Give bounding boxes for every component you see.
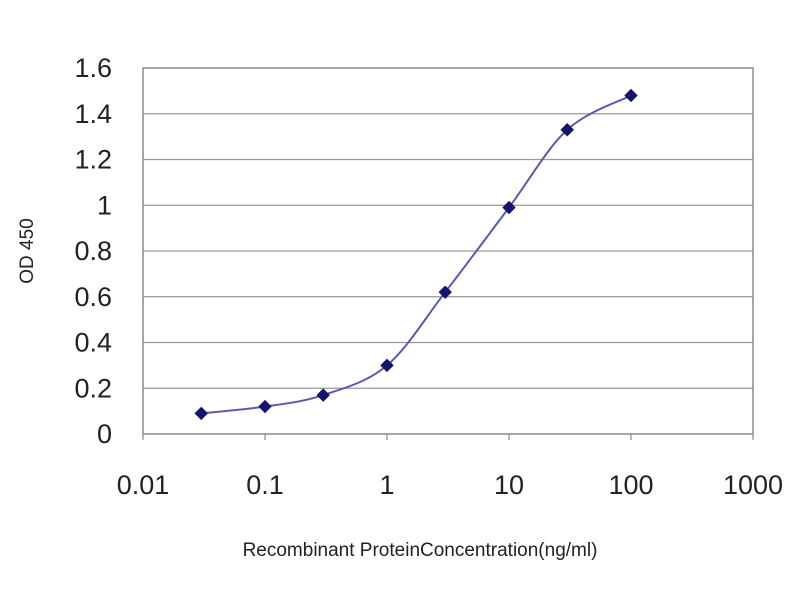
data-point	[624, 88, 638, 103]
y-tick-label: 0.2	[74, 373, 112, 403]
x-tick-label: 1000	[723, 470, 783, 500]
series	[194, 88, 638, 421]
y-tick-label: 0.4	[74, 328, 112, 358]
x-tick-label: 10	[494, 470, 524, 500]
y-tick-label: 0.8	[74, 236, 112, 266]
plot-area	[142, 67, 754, 435]
y-axis-title: OD 450	[17, 218, 38, 283]
data-point	[438, 285, 452, 299]
y-tick-label: 1.2	[74, 145, 112, 175]
y-axis: 0 0.2 0.4 0.6 0.8 1 1.2 1.4 1.6	[74, 53, 112, 449]
data-point	[316, 388, 330, 402]
y-tick-label: 0.6	[74, 282, 112, 312]
x-tick-label: 100	[608, 470, 653, 500]
data-point	[502, 200, 516, 215]
x-axis-title: Recombinant ProteinConcentration(ng/ml)	[243, 540, 598, 561]
x-axis: 0.01 0.1 1 10 100 1000	[117, 434, 783, 500]
data-point	[194, 406, 208, 421]
series-line	[201, 94, 632, 415]
x-tick-label: 1	[379, 470, 394, 500]
x-tick-label: 0.1	[246, 470, 284, 500]
y-tick-label: 0	[97, 419, 112, 449]
data-point	[258, 399, 272, 414]
y-tick-label: 1.4	[74, 99, 112, 129]
y-tick-label: 1	[97, 190, 112, 220]
data-point	[380, 358, 394, 373]
y-tick-label: 1.6	[74, 53, 112, 83]
grid	[143, 113, 753, 389]
data-point	[560, 123, 574, 137]
x-tick-label: 0.01	[117, 470, 170, 500]
